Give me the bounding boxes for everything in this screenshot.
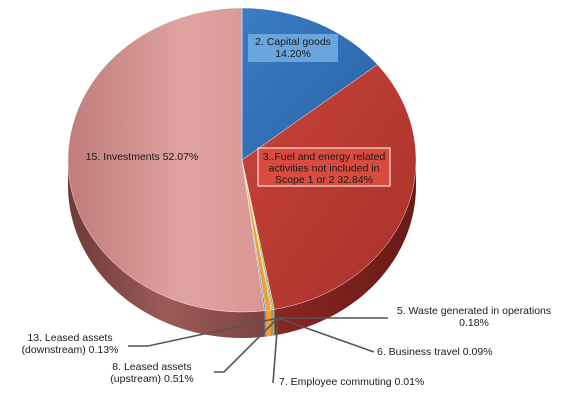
label-capital-goods-line-1: 2. Capital goods <box>255 36 331 48</box>
label-leased-downstream-line-2: (downstream) 0.13% <box>22 344 119 356</box>
label-fuel-energy-line-1: 3..Fuel and energy related <box>263 151 386 163</box>
label-fuel-energy-line-2: activities not included in <box>269 163 380 175</box>
pie-side-leased-upstream <box>266 310 272 337</box>
label-fuel-energy-line-3: Scope 1 or 2 32.84% <box>275 174 373 186</box>
label-business-travel-line-1: 6. Business travel 0.09% <box>377 346 493 358</box>
label-waste-line-1: 5. Waste generated in operations <box>397 305 551 317</box>
label-waste-line-2: 0.18% <box>459 317 489 329</box>
leader-business-travel <box>278 318 374 352</box>
label-leased-upstream-line-1: 8. Leased assets <box>112 361 191 373</box>
label-leased-downstream-line-1: 13. Leased assets <box>27 332 112 344</box>
label-capital-goods-line-2: 14.20% <box>275 48 311 60</box>
label-leased-upstream-line-2: (upstream) 0.51% <box>110 373 193 385</box>
label-investments-line-1: 15. Investments 52.07% <box>86 151 199 163</box>
label-employee-commuting-line-1: 7. Employee commuting 0.01% <box>279 376 424 388</box>
pie-side-leased-downstream <box>264 311 265 337</box>
